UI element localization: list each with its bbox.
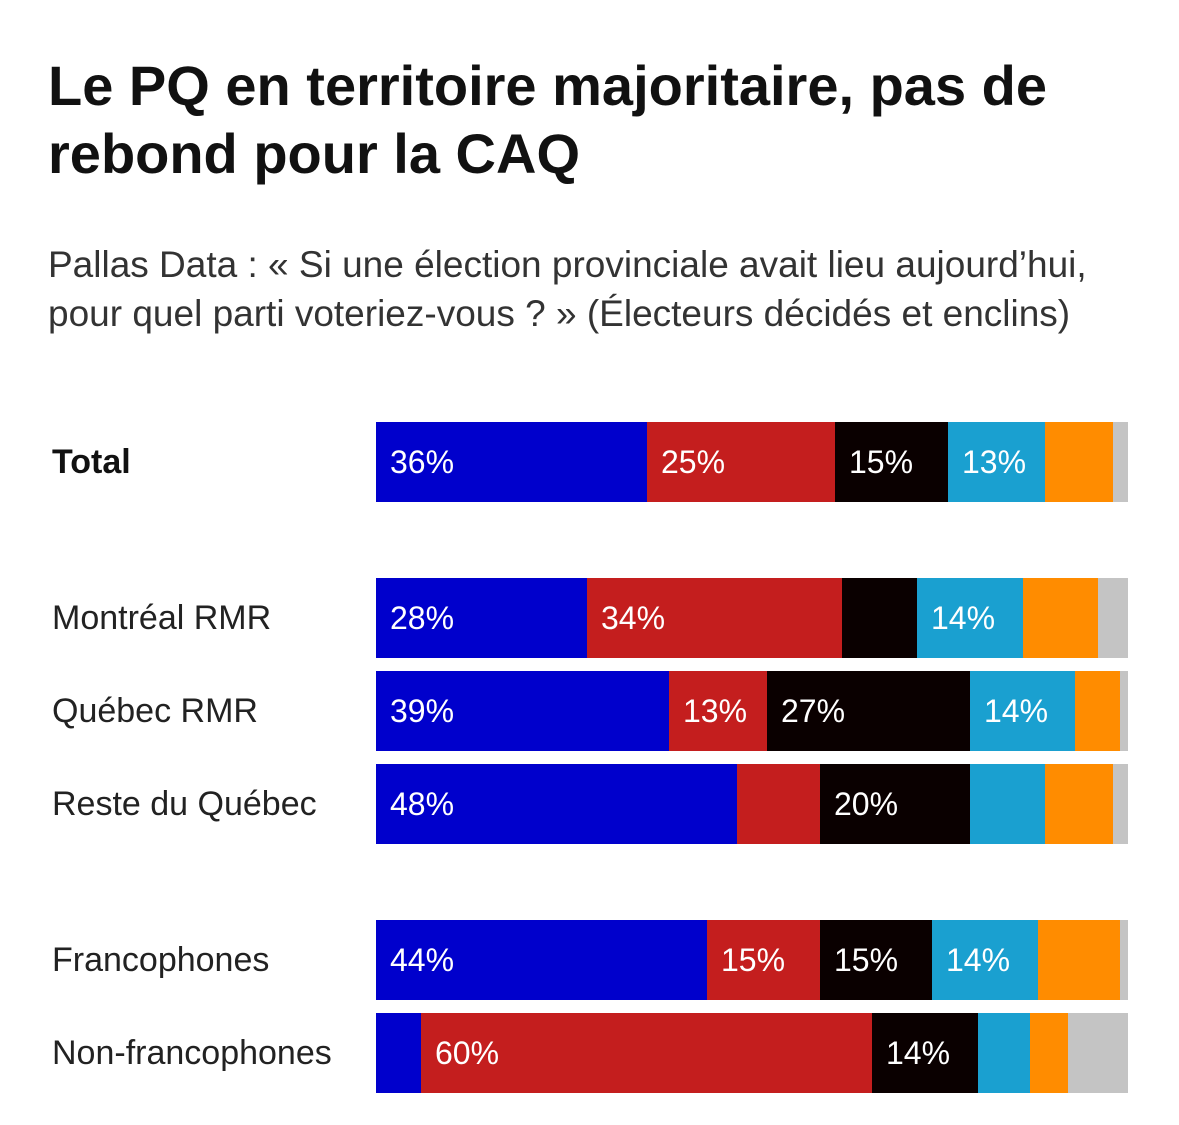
bar-segment — [1068, 1013, 1128, 1093]
bar-segment — [1023, 578, 1098, 658]
bar-segment — [1120, 920, 1128, 1000]
stacked-bar: 36% 25% 15% 13% — [376, 422, 1128, 502]
data-label: 20% — [834, 786, 899, 822]
stacked-bar: 60% 14% — [376, 1013, 1128, 1093]
bar-segment: 14% — [970, 671, 1075, 751]
row-label: Montréal RMR — [52, 599, 272, 637]
data-label: 14% — [946, 942, 1011, 978]
bar-segment — [1113, 422, 1128, 502]
bar-segment — [1075, 671, 1120, 751]
bar-segment: 25% — [647, 422, 835, 502]
data-label: 36% — [390, 444, 455, 480]
bar-segment: 60% — [421, 1013, 872, 1093]
bar-segment — [737, 764, 820, 844]
bar-segment: 13% — [669, 671, 767, 751]
bar-segment: 36% — [376, 422, 647, 502]
bar-segment: 15% — [835, 422, 948, 502]
bar-segment — [1098, 578, 1128, 658]
bar-segment — [1113, 764, 1128, 844]
data-label: 13% — [683, 693, 748, 729]
bar-segment: 15% — [707, 920, 820, 1000]
bar-segment: 13% — [948, 422, 1045, 502]
data-label: 13% — [962, 444, 1027, 480]
bar-segment: 48% — [376, 764, 737, 844]
data-label: 27% — [781, 693, 846, 729]
data-label: 28% — [390, 600, 455, 636]
row-label: Non-francophones — [52, 1034, 332, 1072]
data-label: 15% — [834, 942, 899, 978]
stacked-bar: 44% 15% 15% 14% — [376, 920, 1128, 1000]
bar-segment — [1045, 764, 1113, 844]
row-label: Total — [52, 443, 131, 481]
bar-segment: 20% — [820, 764, 970, 844]
chart-subtitle: Pallas Data : « Si une élection provinci… — [48, 244, 1087, 334]
bar-segment — [842, 578, 917, 658]
bar-segment — [978, 1013, 1030, 1093]
bar-segment: 28% — [376, 578, 587, 658]
data-label: 14% — [984, 693, 1049, 729]
data-label: 48% — [390, 786, 455, 822]
bar-segment — [376, 1013, 421, 1093]
data-label: 15% — [721, 942, 786, 978]
bar-segment: 15% — [820, 920, 932, 1000]
row-label: Reste du Québec — [52, 785, 317, 823]
data-label: 15% — [849, 444, 914, 480]
bar-segment — [1045, 422, 1113, 502]
bar-segment — [1120, 671, 1128, 751]
row-label: Francophones — [52, 941, 270, 979]
bar-segment — [1030, 1013, 1068, 1093]
stacked-bar: 28% 34% 14% — [376, 578, 1128, 658]
data-label: 25% — [661, 444, 726, 480]
stacked-bar: 48% 20% — [376, 764, 1128, 844]
bar-segment — [1038, 920, 1120, 1000]
row-label: Québec RMR — [52, 692, 258, 730]
data-label: 44% — [390, 942, 455, 978]
bar-segment: 27% — [767, 671, 970, 751]
data-label: 14% — [931, 600, 996, 636]
data-label: 14% — [886, 1035, 951, 1071]
stacked-bar: 39% 13% 27% 14% — [376, 671, 1128, 751]
data-label: 34% — [601, 600, 666, 636]
data-label: 60% — [435, 1035, 500, 1071]
chart-title: Le PQ en territoire majoritaire, pas de … — [48, 54, 1048, 185]
bar-segment: 44% — [376, 920, 707, 1000]
data-label: 39% — [390, 693, 455, 729]
bar-segment: 34% — [587, 578, 842, 658]
bar-segment: 14% — [917, 578, 1023, 658]
bar-segment — [970, 764, 1045, 844]
bar-segment: 39% — [376, 671, 669, 751]
bar-segment: 14% — [872, 1013, 978, 1093]
bar-segment: 14% — [932, 920, 1038, 1000]
